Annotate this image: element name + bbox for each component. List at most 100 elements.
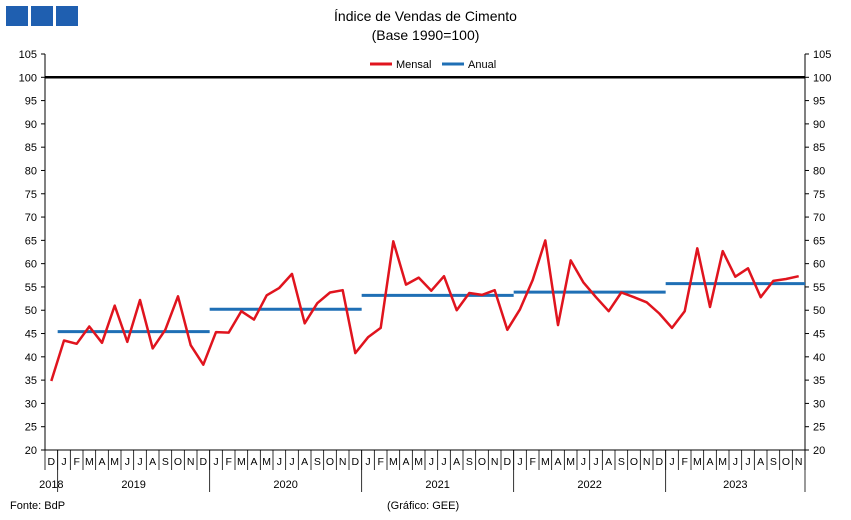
y-tick-label-left: 105 [19,49,37,61]
legend-label-mensal: Mensal [396,59,431,71]
y-tick-label-left: 75 [25,189,37,201]
y-tick-label-right: 35 [813,375,825,387]
x-month-label: F [73,456,79,468]
x-month-label: N [339,456,347,468]
x-month-label: A [250,456,257,468]
x-month-label: J [277,456,282,468]
x-month-label: D [504,456,512,468]
y-tick-label-left: 30 [25,398,37,410]
y-tick-label-left: 55 [25,282,37,294]
chart-title: Índice de Vendas de Cimento [334,8,517,24]
x-month-label: A [554,456,561,468]
y-tick-label-left: 85 [25,142,37,154]
x-month-label: J [429,456,434,468]
y-tick-label-right: 105 [813,49,831,61]
x-month-label: F [225,456,231,468]
x-month-label: M [85,456,94,468]
y-tick-label-left: 100 [19,72,37,84]
y-tick-label-right: 85 [813,142,825,154]
x-month-label: O [326,456,334,468]
y-tick-label-left: 65 [25,235,37,247]
x-month-label: J [669,456,674,468]
x-month-label: A [453,456,460,468]
logo-block-3 [56,6,78,26]
series-mensal-line [50,239,799,382]
y-tick-label-left: 40 [25,352,37,364]
x-month-label: S [770,456,777,468]
x-month-label: S [162,456,169,468]
x-year-label: 2022 [577,479,601,491]
x-month-label: M [414,456,423,468]
x-month-label: M [718,456,727,468]
legend-label-anual: Anual [468,59,496,71]
x-month-label: A [301,456,308,468]
x-month-label: N [491,456,499,468]
x-month-label: M [566,456,575,468]
x-year-label: 2023 [723,479,747,491]
x-month-label: S [618,456,625,468]
y-tick-label-left: 25 [25,422,37,434]
x-month-label: F [377,456,383,468]
y-tick-label-left: 70 [25,212,37,224]
x-month-label: J [289,456,294,468]
y-tick-label-left: 95 [25,96,37,108]
credit-note: (Gráfico: GEE) [387,500,460,512]
y-tick-label-left: 35 [25,375,37,387]
y-tick-label-right: 90 [813,119,825,131]
x-month-label: J [365,456,370,468]
x-month-label: J [137,456,142,468]
x-year-label: 2021 [425,479,449,491]
x-month-label: A [149,456,156,468]
y-tick-label-right: 60 [813,259,825,271]
y-tick-label-right: 40 [813,352,825,364]
x-month-label: M [693,456,702,468]
y-tick-label-right: 75 [813,189,825,201]
x-month-label: J [593,456,598,468]
x-month-label: D [48,456,56,468]
y-tick-label-right: 65 [813,235,825,247]
logo-block-2 [31,6,53,26]
y-tick-label-right: 45 [813,329,825,341]
y-tick-label-right: 25 [813,422,825,434]
x-month-label: M [262,456,271,468]
x-month-label: M [237,456,246,468]
x-month-label: O [174,456,182,468]
x-month-label: N [187,456,195,468]
x-month-label: O [478,456,486,468]
x-month-label: J [441,456,446,468]
x-month-label: A [757,456,764,468]
y-tick-label-right: 50 [813,305,825,317]
y-tick-label-right: 95 [813,96,825,108]
y-tick-label-right: 30 [813,398,825,410]
x-month-label: O [782,456,790,468]
x-month-label: M [389,456,398,468]
x-month-label: M [541,456,550,468]
x-month-label: D [200,456,208,468]
x-month-label: J [745,456,750,468]
y-tick-label-left: 45 [25,329,37,341]
logo-block-1 [6,6,28,26]
y-tick-label-left: 60 [25,259,37,271]
x-month-label: J [213,456,218,468]
x-month-label: S [314,456,321,468]
x-month-label: D [656,456,664,468]
chart-subtitle: (Base 1990=100) [371,27,480,43]
source-note: Fonte: BdP [10,500,66,512]
y-tick-label-right: 100 [813,72,831,84]
y-tick-label-left: 50 [25,305,37,317]
y-tick-label-right: 55 [813,282,825,294]
x-month-label: O [630,456,638,468]
x-month-label: A [605,456,612,468]
x-month-label: F [529,456,535,468]
y-tick-label-left: 90 [25,119,37,131]
x-month-label: F [681,456,687,468]
x-year-label: 2018 [39,479,63,491]
y-tick-label-right: 80 [813,165,825,177]
x-month-label: D [352,456,360,468]
x-month-label: A [402,456,409,468]
x-month-label: S [466,456,473,468]
x-month-label: J [125,456,130,468]
x-month-label: N [795,456,803,468]
x-year-label: 2019 [121,479,145,491]
